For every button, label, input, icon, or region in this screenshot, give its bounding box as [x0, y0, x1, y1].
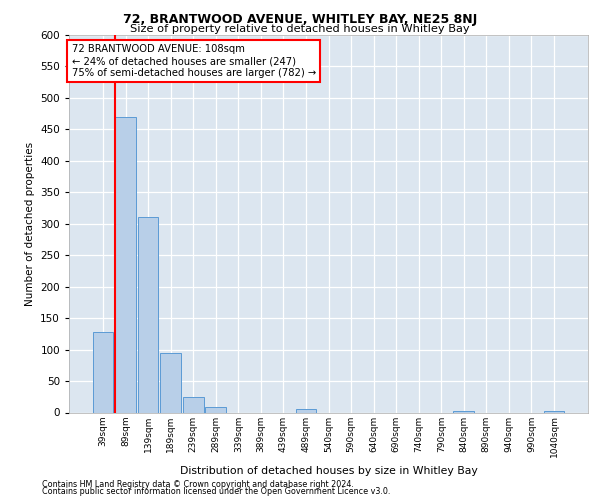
Bar [296, 410, 316, 412]
X-axis label: Distribution of detached houses by size in Whitley Bay: Distribution of detached houses by size … [179, 466, 478, 475]
Text: Contains public sector information licensed under the Open Government Licence v3: Contains public sector information licen… [42, 487, 391, 496]
Bar [544, 410, 565, 412]
Text: Contains HM Land Registry data © Crown copyright and database right 2024.: Contains HM Land Registry data © Crown c… [42, 480, 354, 489]
Bar [160, 352, 181, 412]
Text: 72, BRANTWOOD AVENUE, WHITLEY BAY, NE25 8NJ: 72, BRANTWOOD AVENUE, WHITLEY BAY, NE25 … [123, 12, 477, 26]
Text: Size of property relative to detached houses in Whitley Bay: Size of property relative to detached ho… [130, 24, 470, 34]
Bar [454, 410, 474, 412]
Bar [115, 117, 136, 412]
Bar [183, 397, 203, 412]
Y-axis label: Number of detached properties: Number of detached properties [25, 142, 35, 306]
Bar [137, 218, 158, 412]
Text: 72 BRANTWOOD AVENUE: 108sqm
← 24% of detached houses are smaller (247)
75% of se: 72 BRANTWOOD AVENUE: 108sqm ← 24% of det… [71, 44, 316, 78]
Bar [92, 332, 113, 412]
Bar [205, 408, 226, 412]
